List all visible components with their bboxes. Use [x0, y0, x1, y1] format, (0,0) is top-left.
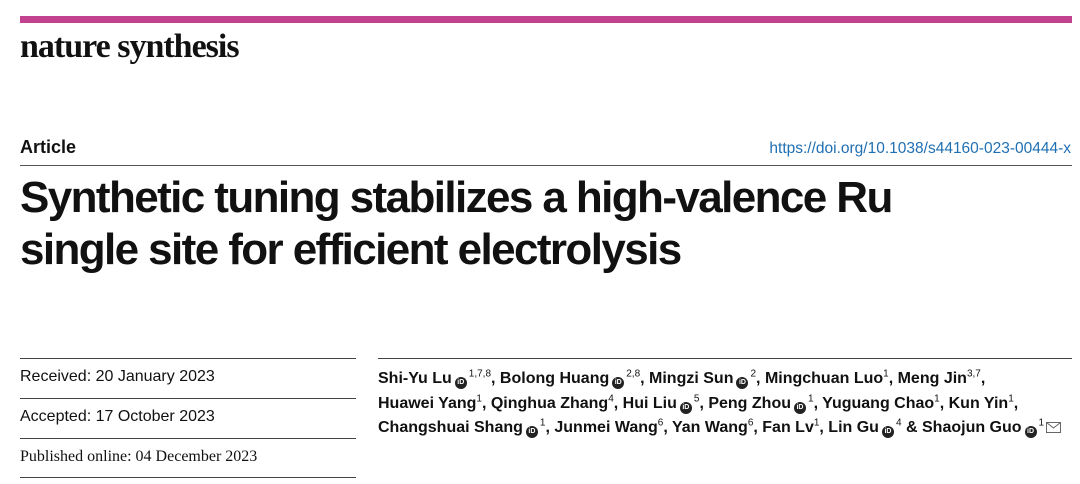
- author-name: Meng Jin: [897, 370, 967, 387]
- author-name: Yuguang Chao: [822, 394, 935, 412]
- author[interactable]: Yan Wang6: [671, 417, 754, 436]
- author[interactable]: Fan Lv1: [762, 417, 820, 436]
- affiliation-superscript: 1: [537, 417, 546, 429]
- author-name: Hui Liu: [622, 394, 677, 412]
- orcid-icon[interactable]: iD: [612, 377, 625, 389]
- author-name: Shaojun Guo: [922, 419, 1022, 436]
- affiliation-superscript: 6: [657, 417, 664, 429]
- author[interactable]: Mingzi Sun iD 2: [649, 368, 757, 389]
- author-name: Changshuai Shang: [378, 419, 523, 436]
- affiliation-superscript: 2: [748, 368, 757, 380]
- affiliation-superscript: 1: [934, 393, 940, 405]
- affiliation-superscript: 1: [1008, 393, 1014, 405]
- author-name: Lin Gu: [828, 419, 879, 436]
- orcid-icon[interactable]: iD: [881, 426, 894, 438]
- affiliation-superscript: 1: [805, 393, 814, 405]
- affiliation-superscript: 4: [608, 393, 614, 405]
- orcid-icon[interactable]: iD: [679, 401, 692, 414]
- author-name: Shi-Yu Lu: [378, 370, 452, 387]
- orcid-icon[interactable]: iD: [525, 426, 538, 438]
- author-name: Bolong Huang: [499, 370, 610, 387]
- affiliation-superscript: 5: [691, 393, 700, 405]
- article-type: Article: [20, 137, 77, 157]
- author[interactable]: Lin Gu iD 4: [828, 417, 902, 438]
- author-name: Huawei Yang: [378, 394, 477, 412]
- affiliation-superscript: 2,8: [624, 368, 641, 380]
- article-title-line-1: Synthetic tuning stabilizes a high-valen…: [20, 173, 893, 222]
- received-date: Received: 20 January 2023: [20, 358, 356, 398]
- article-title-line-2: single site for efficient electrolysis: [20, 225, 682, 274]
- orcid-icon[interactable]: iD: [1024, 426, 1037, 438]
- affiliation-superscript: 1: [476, 393, 482, 405]
- author[interactable]: Hui Liu iD 5: [622, 393, 700, 414]
- orcid-icon[interactable]: iD: [736, 377, 749, 389]
- affiliation-superscript: 1: [1036, 417, 1045, 429]
- affiliation-superscript: 1,7,8: [466, 368, 492, 380]
- author-name: Fan Lv: [762, 419, 814, 436]
- author[interactable]: Yuguang Chao1: [822, 393, 940, 412]
- author-name: Peng Zhou: [708, 394, 791, 412]
- envelope-icon[interactable]: [1046, 422, 1062, 433]
- author[interactable]: Shi-Yu Lu iD 1,7,8: [378, 368, 492, 389]
- published-date: Published online: 04 December 2023: [20, 438, 356, 478]
- author-conjunction: &: [905, 419, 918, 436]
- author-name: Qinghua Zhang: [490, 394, 609, 412]
- author-name: Mingchuan Luo: [764, 370, 884, 387]
- header-divider: [20, 165, 1072, 166]
- author[interactable]: Bolong Huang iD 2,8: [499, 368, 641, 389]
- author-list: Shi-Yu Lu iD 1,7,8, Bolong Huang iD 2,8, M…: [378, 367, 1078, 441]
- author-name: Junmei Wang: [554, 419, 658, 436]
- doi-link[interactable]: https://doi.org/10.1038/s44160-023-00444…: [769, 140, 1071, 157]
- author[interactable]: Kun Yin1: [948, 393, 1014, 412]
- publication-dates: Received: 20 January 2023 Accepted: 17 O…: [20, 358, 356, 478]
- author[interactable]: Huawei Yang1: [378, 393, 482, 412]
- orcid-icon[interactable]: iD: [454, 377, 467, 389]
- author[interactable]: Shaojun Guo iD 1: [922, 417, 1062, 438]
- author[interactable]: Junmei Wang6: [554, 417, 664, 436]
- author-name: Yan Wang: [671, 419, 748, 436]
- author[interactable]: Mingchuan Luo1: [764, 368, 889, 387]
- authors-divider: [378, 358, 1072, 359]
- author[interactable]: Changshuai Shang iD 1: [378, 417, 546, 438]
- affiliation-superscript: 1: [883, 368, 889, 380]
- journal-accent-bar: [20, 16, 1072, 23]
- accepted-date: Accepted: 17 October 2023: [20, 398, 356, 438]
- article-title: Synthetic tuning stabilizes a high-valen…: [20, 172, 1075, 276]
- author[interactable]: Qinghua Zhang4: [490, 393, 614, 412]
- orcid-icon[interactable]: iD: [793, 401, 806, 414]
- author-name: Mingzi Sun: [649, 370, 734, 387]
- affiliation-superscript: 1: [813, 417, 820, 429]
- author[interactable]: Meng Jin3,7: [897, 368, 981, 387]
- journal-name: nature synthesis: [20, 28, 240, 65]
- author[interactable]: Peng Zhou iD 1: [708, 393, 814, 414]
- author-name: Kun Yin: [948, 394, 1009, 412]
- affiliation-superscript: 3,7: [966, 368, 981, 380]
- affiliation-superscript: 6: [747, 417, 754, 429]
- affiliation-superscript: 4: [893, 417, 902, 429]
